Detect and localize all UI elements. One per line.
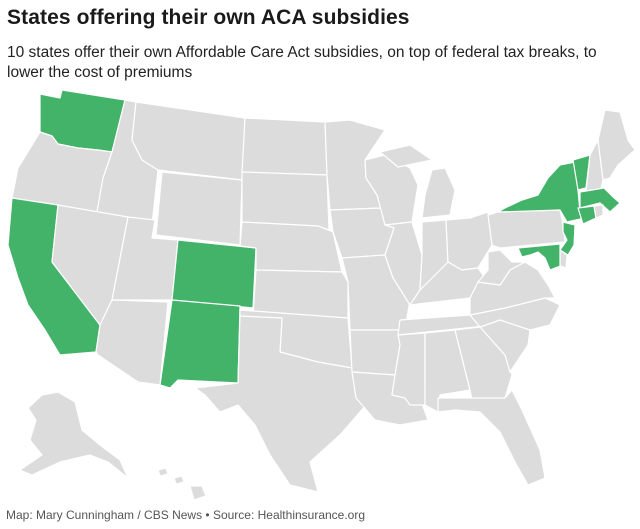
map-title: States offering their own ACA subsidies	[7, 6, 410, 29]
state-co	[171, 239, 257, 309]
state-hi	[157, 467, 207, 501]
us-states-map	[7, 89, 636, 501]
state-mi	[379, 144, 456, 219]
state-sd	[241, 171, 330, 231]
state-ct	[577, 205, 597, 225]
state-wy	[155, 171, 243, 246]
state-nm	[159, 299, 241, 389]
state-pa	[487, 209, 566, 249]
state-az	[95, 299, 169, 386]
state-oh	[445, 211, 493, 271]
source-credit: Map: Mary Cunningham / CBS News • Source…	[6, 508, 366, 522]
state-fl	[437, 389, 546, 486]
map-subtitle: 10 states offer their own Affordable Car…	[7, 44, 597, 81]
state-wv	[477, 249, 526, 286]
state-md	[517, 243, 561, 271]
state-nh	[585, 139, 604, 193]
state-nd	[241, 117, 328, 176]
state-ri	[593, 204, 604, 219]
state-ak	[19, 391, 129, 479]
state-me	[597, 109, 636, 181]
state-tx	[194, 315, 367, 493]
state-ks	[252, 269, 349, 319]
